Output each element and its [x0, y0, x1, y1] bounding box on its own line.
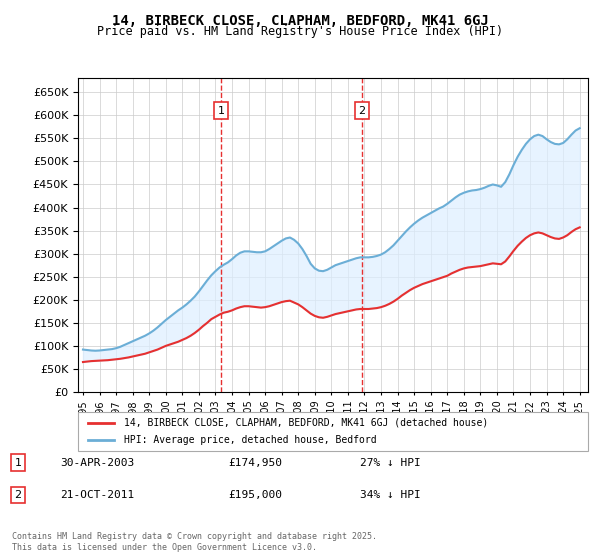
- Text: 27% ↓ HPI: 27% ↓ HPI: [360, 458, 421, 468]
- Text: 21-OCT-2011: 21-OCT-2011: [60, 490, 134, 500]
- Text: 34% ↓ HPI: 34% ↓ HPI: [360, 490, 421, 500]
- Text: Contains HM Land Registry data © Crown copyright and database right 2025.
This d: Contains HM Land Registry data © Crown c…: [12, 532, 377, 552]
- Text: Price paid vs. HM Land Registry's House Price Index (HPI): Price paid vs. HM Land Registry's House …: [97, 25, 503, 38]
- Text: 30-APR-2003: 30-APR-2003: [60, 458, 134, 468]
- FancyBboxPatch shape: [78, 412, 588, 451]
- Text: 2: 2: [14, 490, 22, 500]
- Text: 2: 2: [358, 106, 365, 116]
- Text: 1: 1: [217, 106, 224, 116]
- Text: 14, BIRBECK CLOSE, CLAPHAM, BEDFORD, MK41 6GJ: 14, BIRBECK CLOSE, CLAPHAM, BEDFORD, MK4…: [112, 14, 488, 28]
- Text: 14, BIRBECK CLOSE, CLAPHAM, BEDFORD, MK41 6GJ (detached house): 14, BIRBECK CLOSE, CLAPHAM, BEDFORD, MK4…: [124, 418, 488, 428]
- Text: HPI: Average price, detached house, Bedford: HPI: Average price, detached house, Bedf…: [124, 435, 377, 445]
- Text: 1: 1: [14, 458, 22, 468]
- Text: £195,000: £195,000: [228, 490, 282, 500]
- Text: £174,950: £174,950: [228, 458, 282, 468]
